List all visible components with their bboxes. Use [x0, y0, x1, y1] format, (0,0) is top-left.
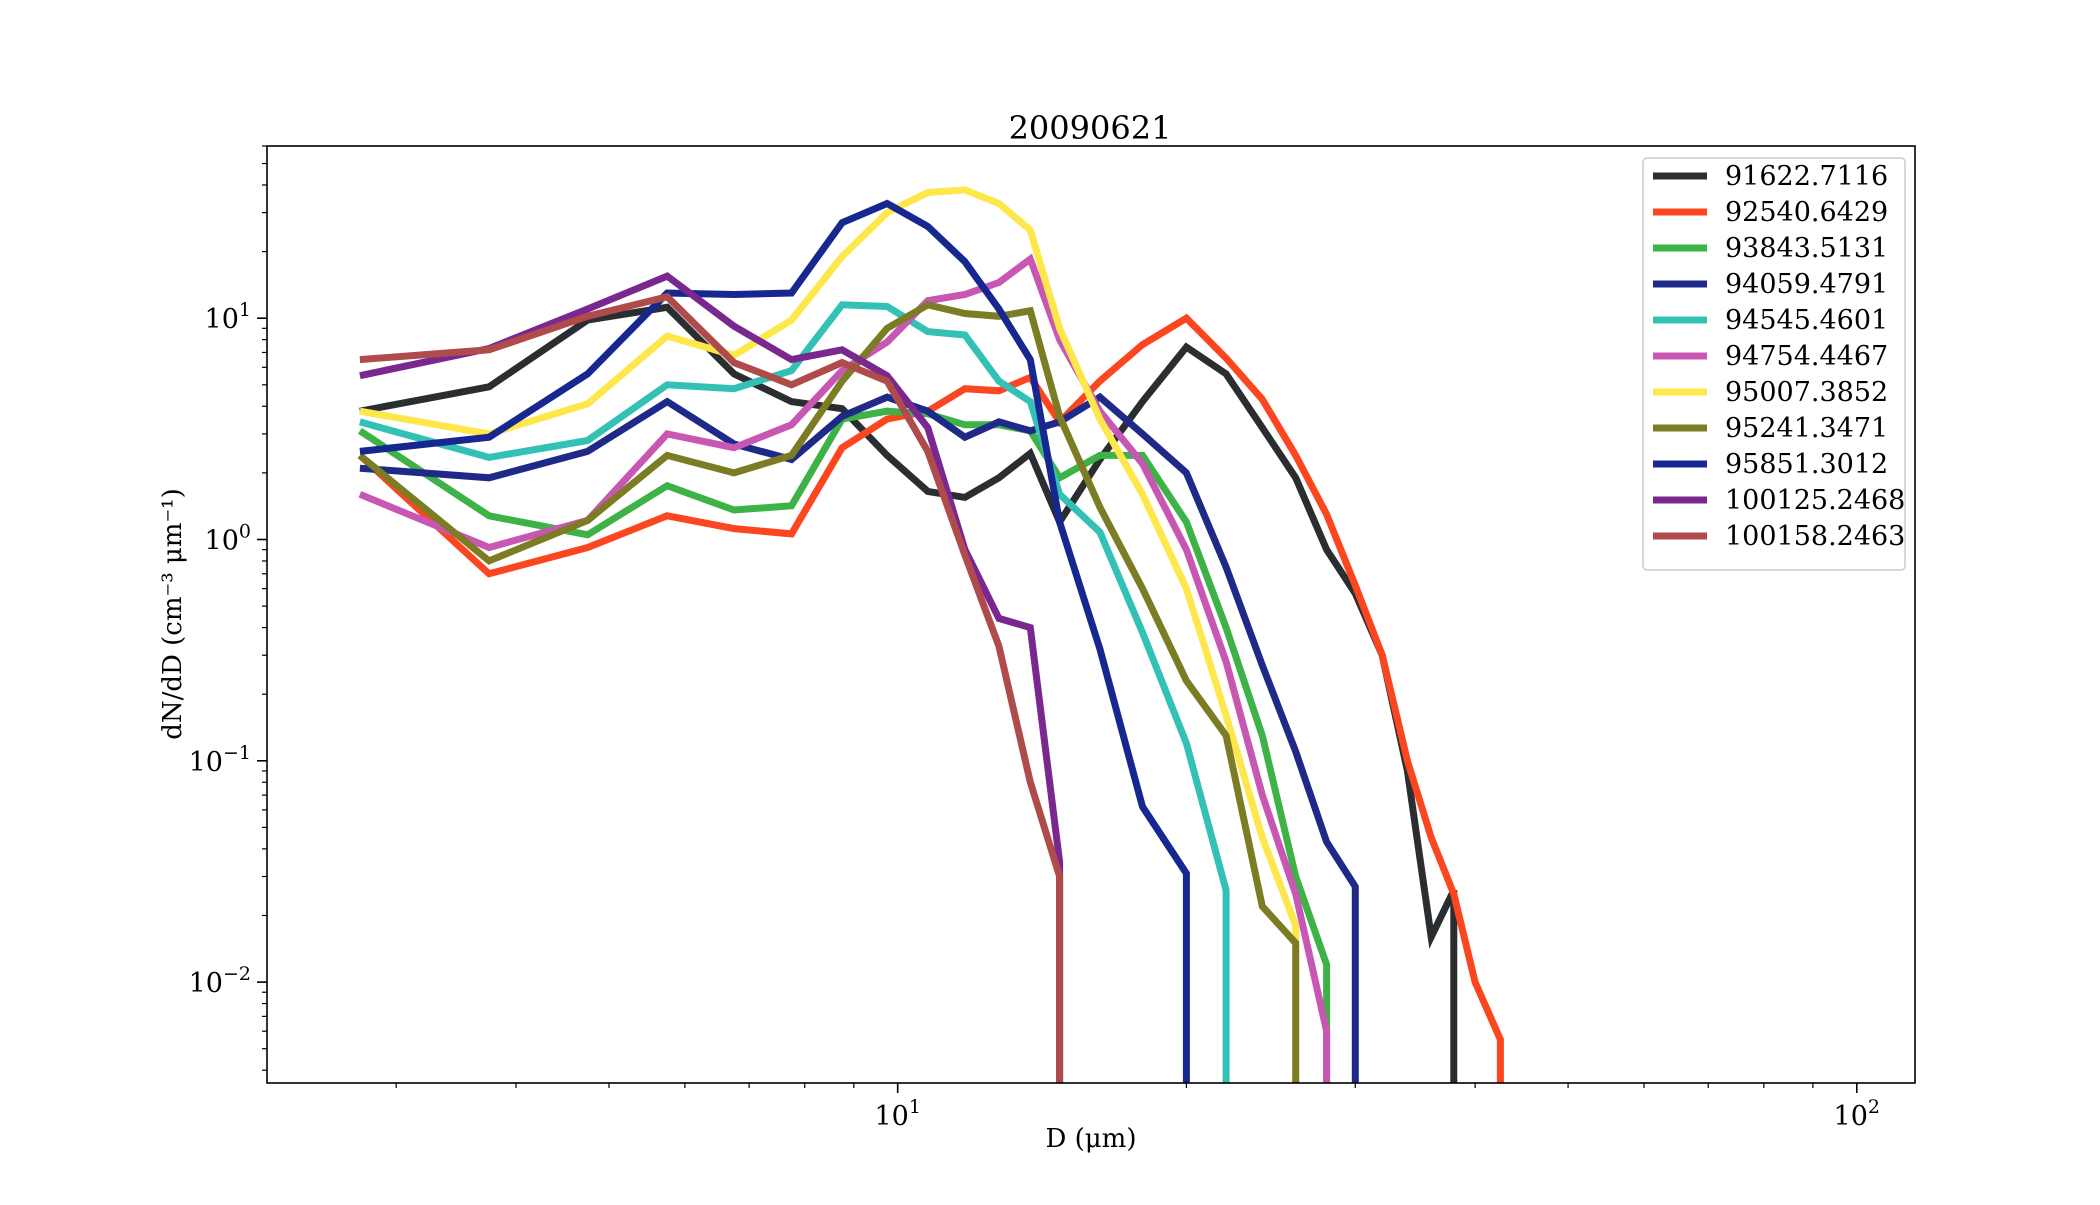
y-axis-label: dN/dD (cm⁻³ μm⁻¹)	[158, 488, 188, 740]
legend-label: 94754.4467	[1725, 341, 1888, 372]
y-tick-exponent: 1	[239, 299, 251, 321]
legend-item: 94545.4601	[1653, 305, 1888, 336]
series-line-3	[357, 407, 1331, 1083]
legend-item: 92540.6429	[1653, 197, 1888, 228]
x-tick-exponent: 2	[1868, 1096, 1880, 1118]
series-line-8	[357, 301, 1300, 1083]
legend-item: 100158.2463	[1653, 521, 1905, 552]
legend-label: 95007.3852	[1725, 377, 1888, 408]
legend-item: 94059.4791	[1653, 269, 1888, 300]
legend-label: 100158.2463	[1725, 521, 1905, 552]
legend-item: 95241.3471	[1653, 413, 1888, 444]
legend-item: 91622.7116	[1653, 161, 1888, 192]
y-tick-label: 10−1	[189, 742, 251, 778]
legend-item: 100125.2468	[1653, 485, 1905, 516]
legend-item: 95007.3852	[1653, 377, 1888, 408]
x-tick-label: 102	[1834, 1096, 1880, 1132]
y-tick-label: 100	[205, 521, 251, 557]
legend-frame	[1642, 157, 1906, 571]
x-tick-base: 10	[874, 1101, 908, 1132]
y-tick-base: 10	[189, 747, 223, 778]
y-tick-base: 10	[205, 526, 239, 557]
y-tick-base: 10	[205, 304, 239, 335]
series-line-7	[359, 186, 1300, 1083]
legend-item: 93843.5131	[1653, 233, 1888, 264]
series-line-10	[359, 272, 1064, 1083]
series-line-2	[357, 313, 1504, 1083]
y-tick-exponent: −2	[223, 963, 251, 985]
legend-item: 94754.4467	[1653, 341, 1888, 372]
series-line-11	[359, 292, 1064, 1083]
legend-label: 95851.3012	[1725, 449, 1888, 480]
x-axis-label: D (μm)	[1046, 1124, 1137, 1154]
series-line-9	[359, 199, 1190, 1083]
series-layer	[357, 186, 1504, 1083]
x-tick-exponent: 1	[909, 1096, 921, 1118]
legend-item: 95851.3012	[1653, 449, 1888, 480]
chart-title: 20090621	[1009, 109, 1172, 147]
legend-label: 92540.6429	[1725, 197, 1888, 228]
plot-frame	[266, 145, 1916, 1084]
series-line-5	[358, 301, 1230, 1083]
y-tick-label: 10−2	[189, 963, 251, 999]
y-tick-exponent: −1	[223, 742, 251, 764]
x-tick-label: 101	[874, 1096, 920, 1132]
legend-label: 100125.2468	[1725, 485, 1905, 516]
x-tick-base: 10	[1834, 1101, 1868, 1132]
y-tick-exponent: 0	[239, 521, 251, 543]
series-line-4	[359, 392, 1359, 1083]
legend-label: 95241.3471	[1725, 413, 1888, 444]
legend: 91622.7116 92540.6429 93843.5131 94059.4791…	[1642, 157, 1906, 571]
legend-label: 94059.4791	[1725, 269, 1888, 300]
legend-label: 93843.5131	[1725, 233, 1888, 264]
series-line-6	[358, 253, 1331, 1083]
y-tick-base: 10	[189, 968, 223, 999]
legend-label: 94545.4601	[1725, 305, 1888, 336]
y-tick-label: 101	[205, 299, 251, 335]
legend-label: 91622.7116	[1725, 161, 1888, 192]
